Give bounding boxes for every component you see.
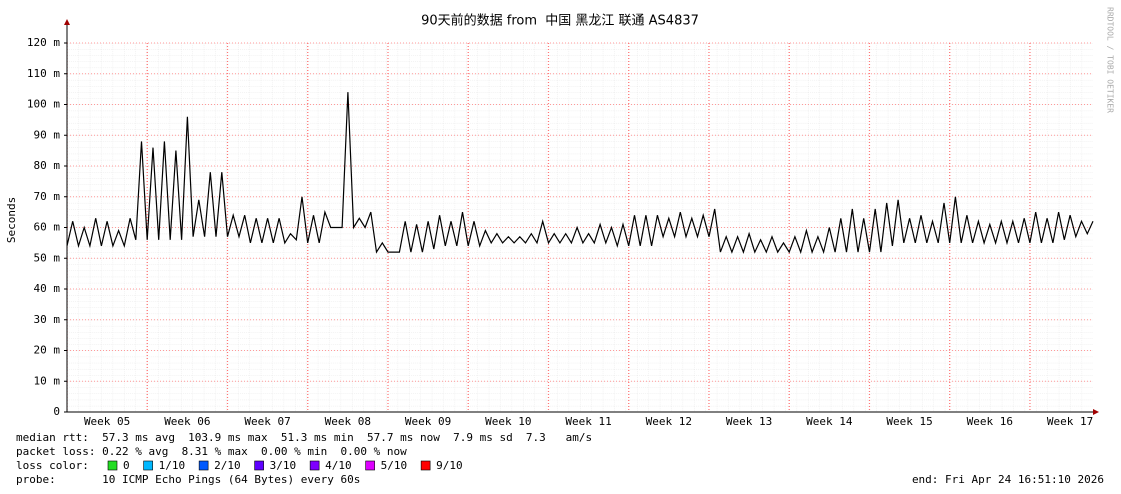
- legend-label: 1/10: [159, 459, 186, 472]
- x-tick-label: Week 05: [84, 415, 130, 428]
- x-tick-label: Week 09: [405, 415, 451, 428]
- legend-swatch: [365, 460, 375, 471]
- x-tick-label: Week 13: [726, 415, 772, 428]
- x-arrow: [1093, 409, 1099, 415]
- y-tick-label: 20 m: [34, 344, 61, 357]
- y-tick-label: 60 m: [34, 221, 61, 234]
- legend-label: 3/10: [270, 459, 297, 472]
- y-tick-label: 80 m: [34, 159, 61, 172]
- x-tick-label: Week 14: [806, 415, 853, 428]
- x-tick-label: Week 10: [485, 415, 531, 428]
- y-tick-label: 30 m: [34, 313, 61, 326]
- legend-label: 9/10: [436, 459, 463, 472]
- x-tick-label: Week 06: [164, 415, 210, 428]
- y-tick-label: 70 m: [34, 190, 61, 203]
- y-tick-label: 50 m: [34, 251, 61, 264]
- y-axis-title: Seconds: [5, 197, 18, 243]
- x-tick-label: Week 15: [886, 415, 932, 428]
- probe-info: probe: 10 ICMP Echo Pings (64 Bytes) eve…: [16, 473, 360, 486]
- y-tick-label: 100 m: [27, 98, 60, 111]
- legend-label: 5/10: [381, 459, 408, 472]
- y-tick-label: 120 m: [27, 36, 60, 49]
- y-tick-label: 10 m: [34, 374, 61, 387]
- legend-swatch: [198, 460, 209, 471]
- loss-legend-label: loss color:: [16, 459, 89, 472]
- legend-label: 2/10: [214, 459, 241, 472]
- plot: 0 10 m 20 m 30 m 40 m 50 m 60 m 70 m 80 m 90 m 100…: [27, 36, 1094, 428]
- x-tick-label: Week 16: [967, 415, 1013, 428]
- x-tick-label: Week 11: [565, 415, 611, 428]
- x-tick-label: Week 08: [325, 415, 371, 428]
- x-tick-label: Week 17: [1047, 415, 1093, 428]
- x-tick-label: Week 12: [646, 415, 692, 428]
- legend-label: 4/10: [325, 459, 352, 472]
- side-credit: RRDTOOL / TOBI OETIKER: [1106, 7, 1115, 113]
- loss-legend: 0 1/10 2/10 3/10 4/10 5/10 9/10: [107, 459, 463, 472]
- legend-swatch: [420, 460, 431, 471]
- x-tick-label: Week 07: [244, 415, 290, 428]
- y-tick-label: 40 m: [34, 282, 61, 295]
- legend-swatch: [309, 460, 320, 471]
- legend-swatch: [254, 460, 264, 471]
- median-line: [66, 92, 1094, 255]
- chart-title: 90天前的数据 from 中国 黑龙江 联通 AS4837: [421, 13, 699, 29]
- y-tick-label: 90 m: [34, 128, 61, 141]
- legend-swatch: [107, 460, 118, 471]
- legend-swatch: [143, 460, 153, 471]
- y-arrow: [64, 19, 70, 25]
- median-stats: median rtt: 57.3 ms avg 103.9 ms max 51.…: [16, 431, 592, 444]
- y-tick-label: 0: [53, 405, 60, 418]
- end-time: end: Fri Apr 24 16:51:10 2026: [912, 473, 1104, 486]
- legend-label: 0: [123, 459, 130, 472]
- loss-stats: packet loss: 0.22 % avg 8.31 % max 0.00 …: [16, 445, 407, 458]
- y-tick-label: 110 m: [27, 67, 60, 80]
